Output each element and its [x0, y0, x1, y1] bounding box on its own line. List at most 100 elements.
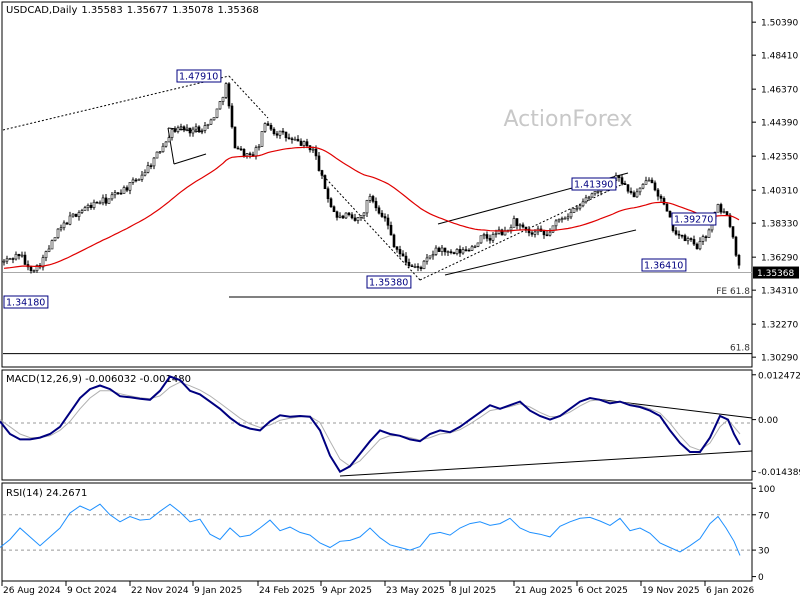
candle-down — [689, 238, 693, 240]
candle-up — [62, 222, 66, 229]
candle-down — [341, 215, 345, 219]
candle-down — [404, 255, 408, 263]
price-point-box — [571, 177, 617, 191]
time-tick-label: 6 Jan 2026 — [706, 586, 754, 596]
candle-up — [20, 254, 24, 257]
candle-down — [89, 204, 93, 208]
candle-down — [467, 249, 471, 252]
price-tick-label: 1.42350 — [761, 153, 798, 163]
candle-up — [53, 237, 57, 241]
candle-down — [731, 226, 735, 238]
dotted-trendline-drop — [228, 75, 269, 119]
candle-up — [494, 233, 498, 235]
candle-down — [719, 204, 723, 213]
candle-down — [665, 203, 669, 212]
candle-down — [374, 201, 378, 209]
candle-down — [95, 201, 99, 204]
candle-down — [530, 232, 534, 235]
time-tick-label: 6 Oct 2025 — [578, 586, 628, 596]
macd-title: MACD(12,26,9) -0.006032 -0.001480 — [6, 374, 191, 385]
candle-up — [56, 228, 60, 238]
candle-up — [473, 246, 477, 248]
candle-up — [413, 266, 417, 268]
candle-down — [332, 206, 336, 213]
candle-down — [677, 233, 681, 236]
candle-down — [182, 126, 186, 130]
candle-up — [707, 229, 711, 238]
candle-up — [311, 148, 315, 151]
candle-up — [131, 179, 135, 183]
rsi-panel — [1, 482, 753, 582]
price-tick-label: 1.48410 — [761, 52, 798, 62]
price-point-label: 1.39270 — [674, 215, 713, 226]
candle-down — [287, 137, 291, 140]
candle-down — [692, 239, 696, 245]
price-tick-label: 1.38330 — [761, 220, 798, 230]
time-tick-label: 9 Jan 2025 — [194, 586, 242, 596]
candle-down — [317, 155, 321, 171]
candle-up — [167, 137, 171, 143]
candle-up — [557, 219, 561, 222]
candle-down — [401, 253, 405, 257]
candle-up — [212, 117, 216, 121]
candle-down — [248, 153, 252, 155]
macd-axis: 0.012472 0.00 -0.014389 — [752, 371, 800, 478]
candle-down — [407, 261, 411, 267]
candle-up — [533, 231, 537, 235]
candle-down — [392, 234, 396, 247]
candle-down — [350, 214, 354, 219]
candle-up — [71, 213, 75, 217]
time-tick-label: 9 Oct 2024 — [67, 586, 117, 596]
candle-up — [440, 247, 444, 252]
candle-up — [476, 242, 480, 247]
candle-up — [491, 234, 495, 241]
candle-down — [236, 147, 240, 150]
price-point-box — [641, 258, 687, 272]
candle-up — [575, 207, 579, 210]
candle-up — [722, 211, 726, 213]
time-tick-label: 23 May 2025 — [386, 586, 445, 596]
candle-up — [245, 153, 249, 157]
candle-up — [221, 97, 225, 102]
rsi-tick-label: 30 — [758, 547, 770, 557]
candle-up — [254, 147, 258, 157]
candle-up — [518, 224, 522, 227]
flag-lower-line — [173, 153, 207, 165]
candle-down — [173, 129, 177, 132]
candle-up — [470, 246, 474, 251]
macd-tick-label: 0.012472 — [758, 371, 800, 381]
time-tick-label: 19 Nov 2025 — [642, 586, 700, 596]
price-point-box — [366, 275, 412, 289]
candle-down — [674, 230, 678, 235]
time-tick-label: 9 Apr 2025 — [322, 586, 372, 596]
candle-down — [545, 234, 549, 237]
candle-up — [425, 257, 429, 262]
candle-down — [305, 141, 309, 147]
candle-down — [488, 238, 492, 241]
time-tick-label: 8 Jul 2025 — [451, 586, 496, 596]
rsi-title: RSI(14) 24.2671 — [6, 488, 87, 499]
candle-down — [149, 165, 153, 167]
candle-down — [284, 131, 288, 139]
candle-down — [515, 218, 519, 226]
candle-up — [257, 146, 261, 148]
candle-up — [143, 171, 147, 176]
candle-down — [659, 195, 663, 199]
candle-down — [314, 148, 318, 157]
candle-up — [8, 258, 12, 260]
candle-up — [551, 225, 555, 233]
candle-down — [281, 130, 285, 133]
candle-down — [653, 182, 657, 191]
candle-up — [161, 145, 165, 153]
candle-down — [269, 124, 273, 130]
candle-down — [380, 212, 384, 217]
candle-up — [686, 238, 690, 242]
candle-up — [455, 249, 459, 254]
candle-down — [395, 246, 399, 250]
price-point-box — [3, 295, 49, 309]
candle-up — [263, 123, 267, 132]
candle-down — [377, 207, 381, 214]
price-point-label: 1.36410 — [644, 261, 683, 272]
candle-down — [335, 211, 339, 218]
